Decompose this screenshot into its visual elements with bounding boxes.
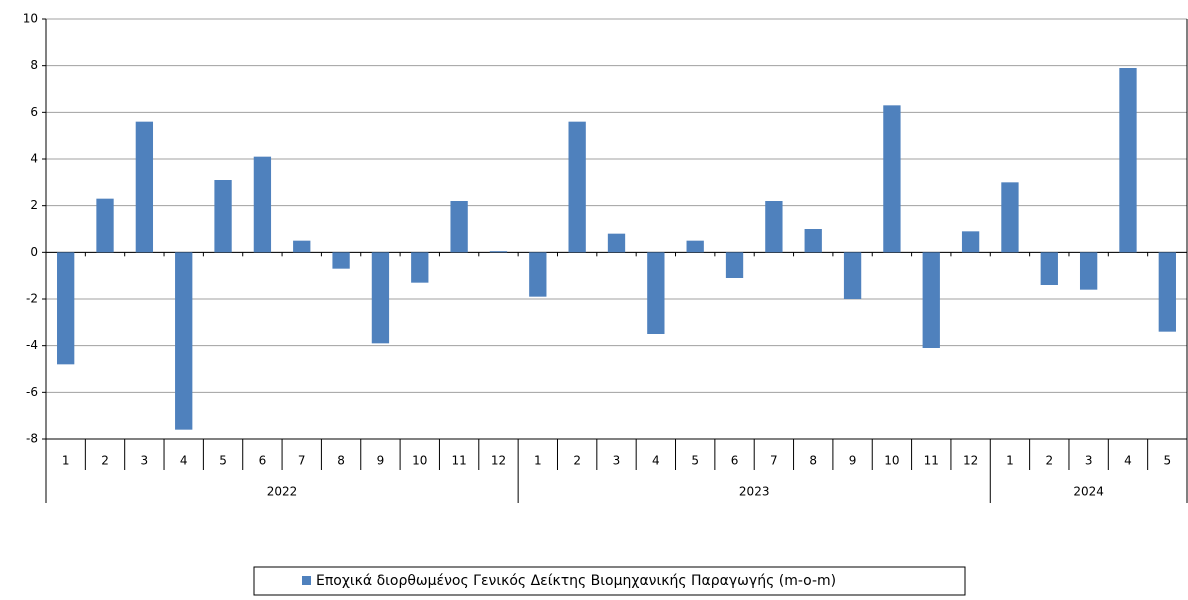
bar <box>843 252 862 299</box>
bar <box>371 252 390 344</box>
x-tick-label: 3 <box>1085 454 1093 468</box>
x-tick-label: 5 <box>1164 454 1172 468</box>
bar <box>607 233 626 253</box>
x-tick-label: 12 <box>491 454 506 468</box>
bar <box>529 252 547 297</box>
bar <box>489 251 508 253</box>
group-label: 2022 <box>267 485 298 499</box>
x-tick-label: 2 <box>573 454 581 468</box>
bar <box>135 121 154 253</box>
y-tick-label: 10 <box>23 12 38 26</box>
y-tick-label: 6 <box>30 105 38 119</box>
y-tick-label: -2 <box>26 292 38 306</box>
x-tick-label: 2 <box>101 454 109 468</box>
x-tick-label: 1 <box>1006 454 1014 468</box>
x-tick-label: 11 <box>924 454 939 468</box>
bar <box>1158 252 1176 332</box>
bar <box>922 252 940 348</box>
x-tick-label: 3 <box>141 454 149 468</box>
bar <box>96 198 114 253</box>
x-tick-label: 8 <box>809 454 817 468</box>
y-tick-label: 0 <box>30 245 38 259</box>
x-tick-label: 6 <box>731 454 739 468</box>
x-tick-label: 5 <box>219 454 227 468</box>
bar <box>175 252 193 430</box>
bar <box>293 240 311 253</box>
bar <box>725 252 744 278</box>
x-tick-label: 1 <box>534 454 542 468</box>
x-tick-label: 9 <box>849 454 857 468</box>
group-label: 2024 <box>1073 485 1104 499</box>
x-tick-label: 1 <box>62 454 70 468</box>
y-tick-label: 2 <box>30 198 38 212</box>
x-tick-label: 4 <box>1124 454 1132 468</box>
bar <box>1001 182 1019 253</box>
x-tick-label: 10 <box>412 454 427 468</box>
bar <box>411 252 429 283</box>
y-tick-label: -6 <box>26 385 38 399</box>
x-tick-label: 4 <box>652 454 660 468</box>
bar <box>568 121 586 253</box>
y-tick-label: 4 <box>30 152 38 166</box>
x-tick-label: 12 <box>963 454 978 468</box>
legend-label: Εποχικά διορθωμένος Γενικός Δείκτης Βιομ… <box>316 573 836 589</box>
bar <box>804 229 822 253</box>
x-tick-label: 2 <box>1045 454 1053 468</box>
x-tick-label: 11 <box>451 454 466 468</box>
bar <box>883 105 901 253</box>
legend-swatch <box>302 576 311 585</box>
x-tick-label: 9 <box>377 454 385 468</box>
y-tick-label: 8 <box>30 58 38 72</box>
y-tick-label: -8 <box>26 432 38 446</box>
bar <box>1079 252 1098 290</box>
x-tick-label: 4 <box>180 454 188 468</box>
bar <box>961 231 980 253</box>
bar <box>765 201 783 253</box>
bar <box>253 156 272 253</box>
x-tick-label: 8 <box>337 454 345 468</box>
bar <box>647 252 665 334</box>
group-label: 2023 <box>739 485 770 499</box>
bar <box>1040 252 1058 285</box>
bar <box>450 201 468 253</box>
x-tick-label: 6 <box>259 454 267 468</box>
bar <box>332 252 350 269</box>
x-tick-label: 7 <box>770 454 778 468</box>
bar <box>214 180 232 253</box>
legend-box <box>253 566 966 596</box>
y-tick-label: -4 <box>26 338 38 352</box>
x-tick-label: 10 <box>884 454 899 468</box>
bar <box>686 240 704 253</box>
x-tick-label: 5 <box>691 454 699 468</box>
x-tick-label: 7 <box>298 454 306 468</box>
bar <box>57 252 75 365</box>
bar <box>1119 68 1137 253</box>
x-tick-label: 3 <box>613 454 621 468</box>
